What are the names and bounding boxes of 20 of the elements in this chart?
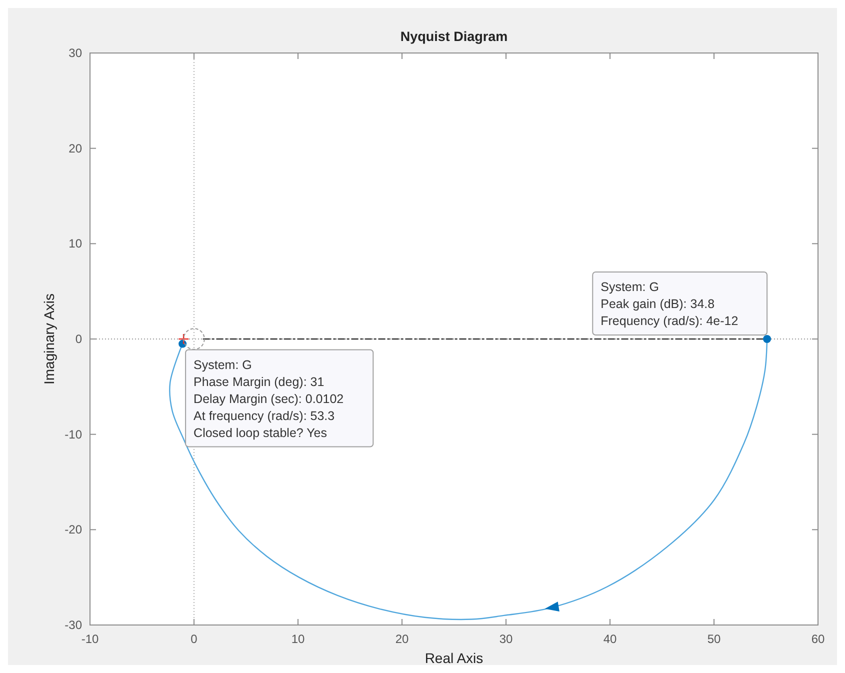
y-tick-label: 20 bbox=[68, 141, 82, 156]
annotation: System: G Peak gain (dB): 34.8 Frequency (rad/s): 4e-12 bbox=[600, 280, 738, 328]
chart-title: Nyquist Diagram bbox=[400, 29, 508, 44]
x-tick-label: 30 bbox=[499, 632, 513, 646]
y-axis-title: Imaginary Axis bbox=[41, 293, 57, 385]
x-tick-label: 50 bbox=[707, 632, 721, 646]
y-tick-label: 10 bbox=[68, 236, 82, 251]
x-tick-label: -10 bbox=[81, 632, 99, 646]
x-axis-title: Real Axis bbox=[424, 650, 484, 666]
y-tick-label: 30 bbox=[68, 46, 82, 60]
x-tick-label: 20 bbox=[395, 632, 409, 646]
y-tick-label: -20 bbox=[64, 522, 82, 537]
y-tick-label: -30 bbox=[64, 618, 82, 632]
x-tick-label: 60 bbox=[811, 632, 825, 646]
x-tick-label: 0 bbox=[190, 632, 198, 646]
x-tick-label: 10 bbox=[291, 632, 305, 646]
x-tick-label: 40 bbox=[603, 632, 617, 646]
y-tick-label: -10 bbox=[64, 427, 82, 442]
y-tick-label: 0 bbox=[75, 332, 82, 346]
annotation: System: G Phase Margin (deg): 31 Delay Margin (sec): 0.0102 At frequency (rad/s): 53.3 Closed loop stable? Yes bbox=[194, 358, 344, 440]
